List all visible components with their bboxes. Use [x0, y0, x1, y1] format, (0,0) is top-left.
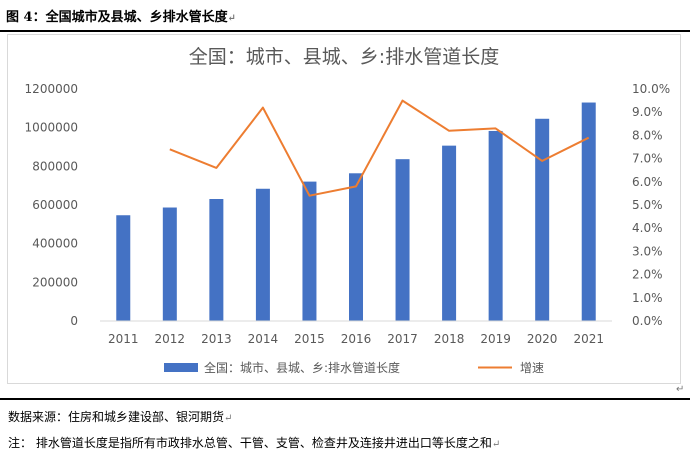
right-tick-label: 6.0% — [632, 175, 663, 189]
x-tick-label: 2018 — [434, 332, 465, 346]
x-tick-label: 2011 — [108, 332, 139, 346]
legend-bar-swatch — [164, 363, 198, 372]
chart-canvas: 全国：城市、县城、乡:排水管道长度 0 200000 400000 600000 800… — [25, 46, 671, 375]
left-tick-label: 1000000 — [25, 121, 78, 135]
right-tick-label: 8.0% — [632, 128, 663, 142]
bar — [535, 118, 550, 321]
chart-title: 全国：城市、县城、乡:排水管道长度 — [189, 46, 499, 68]
footnote: 注： 排水管道长度是指所有市政排水总管、干管、支管、检查井及连接井进出口等长度之… — [8, 436, 501, 450]
bar — [255, 188, 270, 321]
right-tick-label: 9.0% — [632, 105, 663, 119]
right-tick-label: 3.0% — [632, 244, 663, 258]
bar — [442, 145, 457, 321]
bar — [116, 215, 131, 321]
left-axis: 0 200000 400000 600000 800000 1000000 1200000 — [25, 82, 78, 328]
return-mark: ↵ — [224, 413, 233, 424]
x-tick-label: 2020 — [527, 332, 558, 346]
growth-line — [169, 99, 590, 197]
bar — [162, 207, 177, 321]
line-series — [169, 99, 590, 197]
x-tick-label: 2015 — [294, 332, 325, 346]
bar — [488, 130, 503, 321]
x-axis: 2011 2012 2013 2014 2015 2016 2017 2018 2019 2020… — [100, 320, 612, 346]
left-tick-label: 200000 — [32, 275, 78, 289]
x-tick-label: 2019 — [480, 332, 511, 346]
chart-legend: 全国：城市、县城、乡:排水管道长度 增速 — [164, 360, 544, 375]
right-tick-label: 4.0% — [632, 221, 663, 235]
x-tick-label: 2014 — [248, 332, 279, 346]
right-tick-label: 5.0% — [632, 198, 663, 212]
return-mark: ↵ — [491, 439, 501, 450]
bar — [302, 181, 317, 321]
return-mark: ↵ — [676, 384, 685, 395]
left-tick-label: 0 — [70, 314, 78, 328]
left-tick-label: 1200000 — [25, 82, 78, 96]
left-tick-label: 400000 — [32, 237, 78, 251]
right-tick-label: 7.0% — [632, 152, 663, 166]
bar-series — [116, 102, 596, 322]
return-mark: ↵ — [227, 13, 236, 24]
left-tick-label: 600000 — [32, 198, 78, 212]
right-tick-label: 10.0% — [632, 82, 670, 96]
bar — [581, 102, 596, 322]
footer-rule — [0, 398, 690, 400]
left-tick-label: 800000 — [32, 159, 78, 173]
right-tick-label: 0.0% — [632, 314, 663, 328]
legend-bar-label: 全国：城市、县城、乡:排水管道长度 — [204, 360, 400, 375]
caption-rule — [0, 30, 690, 32]
x-tick-label: 2017 — [387, 332, 418, 346]
bar — [349, 173, 363, 321]
bar — [395, 159, 410, 321]
x-tick-label: 2013 — [201, 332, 232, 346]
right-tick-label: 1.0% — [632, 291, 663, 305]
bar — [209, 199, 224, 321]
x-tick-label: 2016 — [341, 332, 372, 346]
chart-frame: 全国：城市、县城、乡:排水管道长度 0 200000 400000 600000 800… — [7, 34, 681, 384]
source-note: 数据来源：住房和城乡建设部、银河期货↵ — [8, 410, 233, 424]
figure-caption: 图 4：全国城市及县城、乡排水管长度↵ — [6, 10, 236, 25]
x-tick-label: 2021 — [573, 332, 604, 346]
legend-line-label: 增速 — [520, 361, 544, 375]
right-axis: 0.0% 1.0% 2.0% 3.0% 4.0% 5.0% 6.0% 7.0% 8.0% 9.0%… — [632, 82, 670, 328]
x-tick-label: 2012 — [155, 332, 186, 346]
right-tick-label: 2.0% — [632, 268, 663, 282]
